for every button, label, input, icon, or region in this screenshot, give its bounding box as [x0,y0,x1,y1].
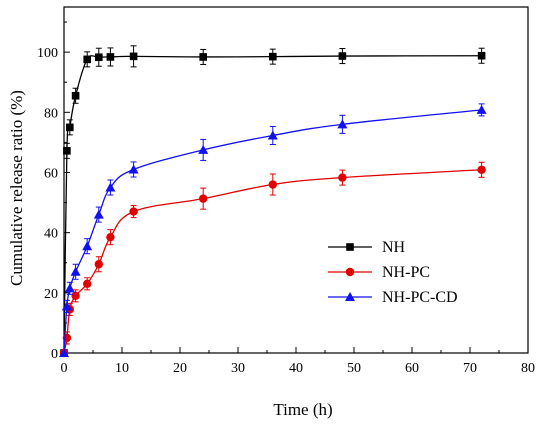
data-point [198,144,209,154]
y-axis-label: Cumulative release ratio (%) [7,90,26,286]
data-point [59,348,69,357]
data-point [106,232,115,242]
data-point [83,279,92,288]
x-tick-label: 20 [173,361,187,376]
x-axis-label: Time (h) [273,400,332,419]
data-point [83,55,91,64]
y-tick-label: 80 [44,106,58,121]
legend-marker [345,292,355,301]
x-tick-label: 70 [463,361,477,376]
y-axis-ticks: 0 20 40 60 80 100 [37,21,70,362]
x-tick-label: 10 [115,361,129,376]
x-axis-ticks: 0 10 20 30 40 50 60 70 80 [61,347,535,376]
x-tick-label: 60 [405,361,419,376]
series-nh-pc [59,161,486,358]
data-point [199,53,207,61]
data-point [199,194,208,203]
data-point [106,53,115,61]
y-tick-label: 0 [51,347,58,362]
data-point [476,104,487,114]
x-tick-label: 30 [231,361,245,376]
series-nh [60,45,486,357]
legend-label: NH [382,239,406,256]
legend: NH NH-PC NH-PC-CD [328,239,458,306]
data-point [64,283,75,293]
data-point [128,164,139,174]
data-point [338,173,347,182]
data-point [95,53,103,62]
data-point [105,182,116,192]
y-tick-label: 40 [44,227,58,242]
data-point [61,301,72,311]
legend-label: NH-PC [382,264,430,281]
x-tick-label: 50 [347,361,361,376]
y-tick-label: 100 [37,46,58,61]
data-point [337,119,348,129]
series-line [63,109,482,354]
data-point [267,130,278,140]
series-line [63,169,482,354]
data-point [63,147,71,155]
data-point [129,52,138,61]
series-layer [59,45,487,358]
data-point [66,123,74,132]
series-nh-pc-cd [59,103,487,357]
x-tick-label: 40 [289,361,303,376]
data-point [269,52,277,61]
data-point [129,207,138,216]
legend-marker [346,243,354,251]
x-tick-label: 80 [521,361,535,376]
data-point [71,91,80,100]
data-point [82,241,93,251]
data-point [94,260,104,269]
y-tick-label: 20 [44,287,58,302]
legend-marker [345,267,355,277]
data-point [93,209,104,219]
data-point [62,333,72,343]
data-point [71,291,80,301]
data-point [268,180,277,189]
data-point [338,52,347,60]
x-tick-label: 0 [61,361,68,376]
series-line [63,55,482,354]
legend-label: NH-PC-CD [382,289,458,306]
data-point [70,266,81,276]
y-tick-label: 60 [44,166,58,181]
data-point [477,165,486,174]
data-point [477,51,486,60]
